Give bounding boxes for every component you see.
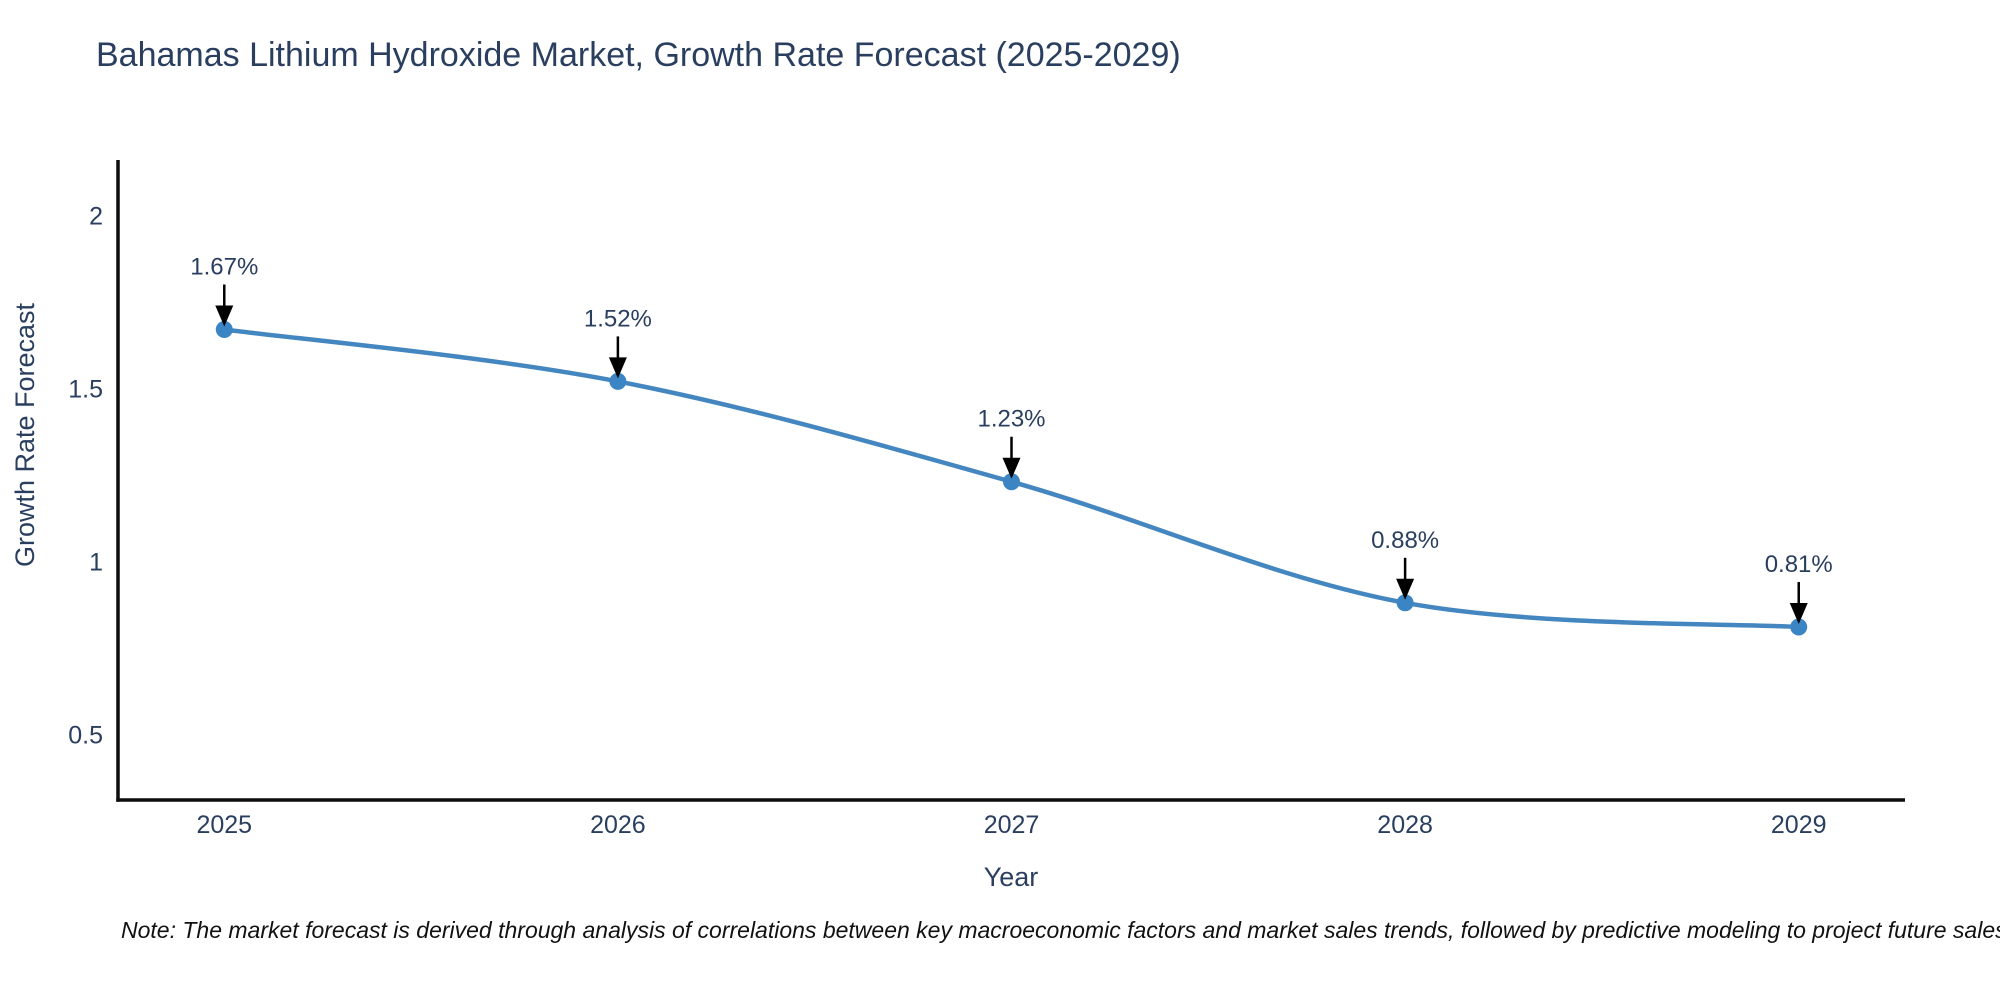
y-tick-label: 1 <box>89 548 103 576</box>
data-point-2028[interactable] <box>1396 594 1414 612</box>
annotation-arrowhead-icon <box>608 357 627 379</box>
x-axis-title: Year <box>984 862 1039 892</box>
y-tick-labels: 2 1.5 1 0.5 <box>68 202 103 749</box>
y-axis-title: Growth Rate Forecast <box>10 302 40 567</box>
data-point-markers <box>215 321 1808 636</box>
annotation-arrowhead-icon <box>1789 603 1808 625</box>
y-tick-label: 0.5 <box>68 721 103 749</box>
data-point-2025[interactable] <box>215 321 233 339</box>
data-point-2027[interactable] <box>1003 473 1020 491</box>
data-point-2029[interactable] <box>1790 618 1808 636</box>
point-annotation: 1.23% <box>977 406 1046 479</box>
annotation-label: 0.88% <box>1371 527 1439 554</box>
annotation-label: 1.52% <box>584 305 652 332</box>
x-tick-label: 2025 <box>196 811 252 839</box>
point-annotation: 1.52% <box>584 305 652 379</box>
x-tick-labels: 2025 2026 2027 2028 2029 <box>196 811 1826 839</box>
annotation-arrowhead-icon <box>1002 457 1021 479</box>
footnote: Note: The market forecast is derived thr… <box>121 917 2000 943</box>
point-annotation: 1.67% <box>190 254 258 327</box>
annotation-arrowhead-icon <box>1396 578 1415 600</box>
annotation-label: 1.67% <box>190 254 258 281</box>
x-tick-label: 2029 <box>1771 811 1827 839</box>
annotation-label: 1.23% <box>977 406 1045 433</box>
point-annotations: 1.67% 1.52% 1.23% 0.88% 0.81% <box>190 254 1833 625</box>
point-annotation: 0.81% <box>1765 551 1833 625</box>
chart-title: Bahamas Lithium Hydroxide Market, Growth… <box>96 36 1181 74</box>
x-tick-label: 2028 <box>1377 811 1433 839</box>
annotation-arrowhead-icon <box>215 305 234 327</box>
annotation-label: 0.81% <box>1765 551 1833 578</box>
y-tick-label: 1.5 <box>68 375 103 403</box>
x-tick-label: 2026 <box>590 811 646 839</box>
axes <box>116 160 1905 802</box>
point-annotation: 0.88% <box>1371 527 1439 600</box>
x-tick-label: 2027 <box>984 811 1040 839</box>
data-point-2026[interactable] <box>609 372 627 390</box>
y-tick-label: 2 <box>89 202 103 230</box>
